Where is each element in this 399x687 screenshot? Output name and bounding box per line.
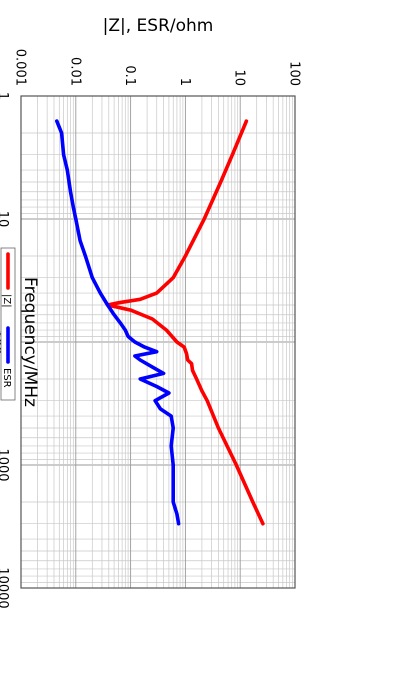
x-axis-label: Frequency/MHz [20,277,40,407]
y-tick-label: 10 [232,69,247,86]
series-line-impedance [105,119,265,526]
x-tick-label: 1000 [0,448,10,481]
series-line-esr [54,119,181,526]
y-tick-label: 1 [177,78,192,86]
plot-frame [20,95,296,589]
x-tick-label: 1 [0,92,10,100]
y-axis-label: |Z|, ESR/ohm [103,16,214,36]
plot-grid [21,96,295,588]
y-tick-label: 0.1 [122,65,137,86]
y-tick-label: 0.01 [67,57,82,86]
legend: |Z| ESR [0,247,16,401]
x-tick-label: 10000 [0,567,10,608]
legend-label: |Z| [1,294,12,308]
series-group [54,119,265,526]
legend-label: ESR [1,368,12,388]
x-tick-label: 10 [0,211,10,228]
legend-box [0,247,16,401]
y-tick-labels: 0.001 0.01 0.1 1 10 100 [13,49,302,86]
y-tick-label: 100 [287,61,302,86]
y-tick-label: 0.001 [13,49,28,86]
rotated-chart-group: 1 10 100 1000 10000 0.001 0.01 0.1 1 10 100 Frequ… [0,16,302,609]
